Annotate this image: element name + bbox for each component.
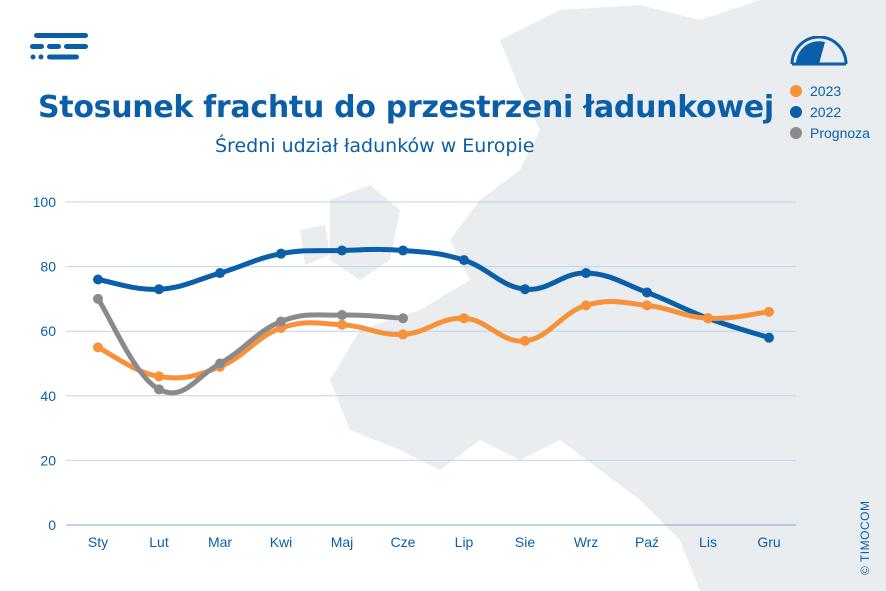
x-tick-label: Mar xyxy=(208,534,232,550)
data-point-2023 xyxy=(337,319,347,330)
x-tick-label: Sty xyxy=(88,534,108,550)
x-tick-label: Maj xyxy=(331,534,354,550)
legend-label-prognoza: Prognoza xyxy=(810,124,870,141)
x-tick-label: Sie xyxy=(515,534,535,550)
data-point-2022 xyxy=(337,245,347,256)
y-tick-label: 0 xyxy=(48,517,56,533)
y-tick-label: 60 xyxy=(40,323,56,339)
y-tick-label: 40 xyxy=(40,388,56,404)
legend-dot-prognoza xyxy=(790,126,802,139)
legend-item-2023: 2023 xyxy=(790,80,870,101)
legend-label-2023: 2023 xyxy=(810,82,842,99)
data-point-2023 xyxy=(581,300,591,311)
chart-title: Stosunek frachtu do przestrzeni ładunkow… xyxy=(38,90,774,125)
x-tick-label: Lip xyxy=(455,534,474,550)
series-line-2023 xyxy=(95,299,772,381)
legend-item-prognoza: Prognoza xyxy=(790,122,870,143)
x-tick-label: Gru xyxy=(757,534,780,550)
x-tick-label: Paź xyxy=(635,534,659,550)
data-point-2022 xyxy=(215,268,225,279)
timocom-logo xyxy=(30,33,88,60)
x-tick-label: Lis xyxy=(699,534,717,550)
data-point-2023 xyxy=(520,335,530,346)
data-point-2022 xyxy=(520,284,530,295)
legend-dot-2023 xyxy=(790,84,802,97)
chart-legend: 2023 2022 Prognoza xyxy=(790,80,870,143)
data-point-2022 xyxy=(459,255,469,266)
legend-item-2022: 2022 xyxy=(790,101,870,122)
legend-label-2022: 2022 xyxy=(810,103,842,120)
x-tick-label: Wrz xyxy=(574,534,599,550)
data-point-2022 xyxy=(581,268,591,279)
data-point-2023 xyxy=(398,329,408,340)
data-point-prognoza xyxy=(276,316,286,327)
data-point-prognoza xyxy=(398,313,408,324)
y-tick-label: 20 xyxy=(40,452,56,468)
data-point-2022 xyxy=(154,284,164,295)
data-point-2022 xyxy=(642,287,652,298)
data-point-prognoza xyxy=(93,293,103,304)
x-tick-label: Cze xyxy=(391,534,416,550)
data-point-2023 xyxy=(459,313,469,324)
data-point-2022 xyxy=(276,248,286,259)
chart-subtitle: Średni udział ładunków w Europie xyxy=(215,135,535,157)
data-point-2023 xyxy=(642,300,652,311)
y-tick-label: 100 xyxy=(33,194,57,210)
copyright-text: © TIMOCOM xyxy=(858,500,872,575)
y-tick-label: 80 xyxy=(40,259,56,275)
data-point-2022 xyxy=(398,245,408,256)
legend-dot-2022 xyxy=(790,105,802,118)
x-tick-label: Lut xyxy=(149,534,169,550)
gauge-icon xyxy=(790,36,848,66)
data-point-2022 xyxy=(764,332,774,343)
data-point-2022 xyxy=(93,274,103,285)
data-point-2023 xyxy=(154,371,164,382)
data-point-prognoza xyxy=(337,310,347,321)
data-point-2023 xyxy=(93,342,103,353)
data-point-2023 xyxy=(703,313,713,324)
data-point-2023 xyxy=(764,306,774,317)
x-tick-label: Kwi xyxy=(270,534,293,550)
data-point-prognoza xyxy=(215,358,225,369)
data-point-prognoza xyxy=(154,384,164,395)
